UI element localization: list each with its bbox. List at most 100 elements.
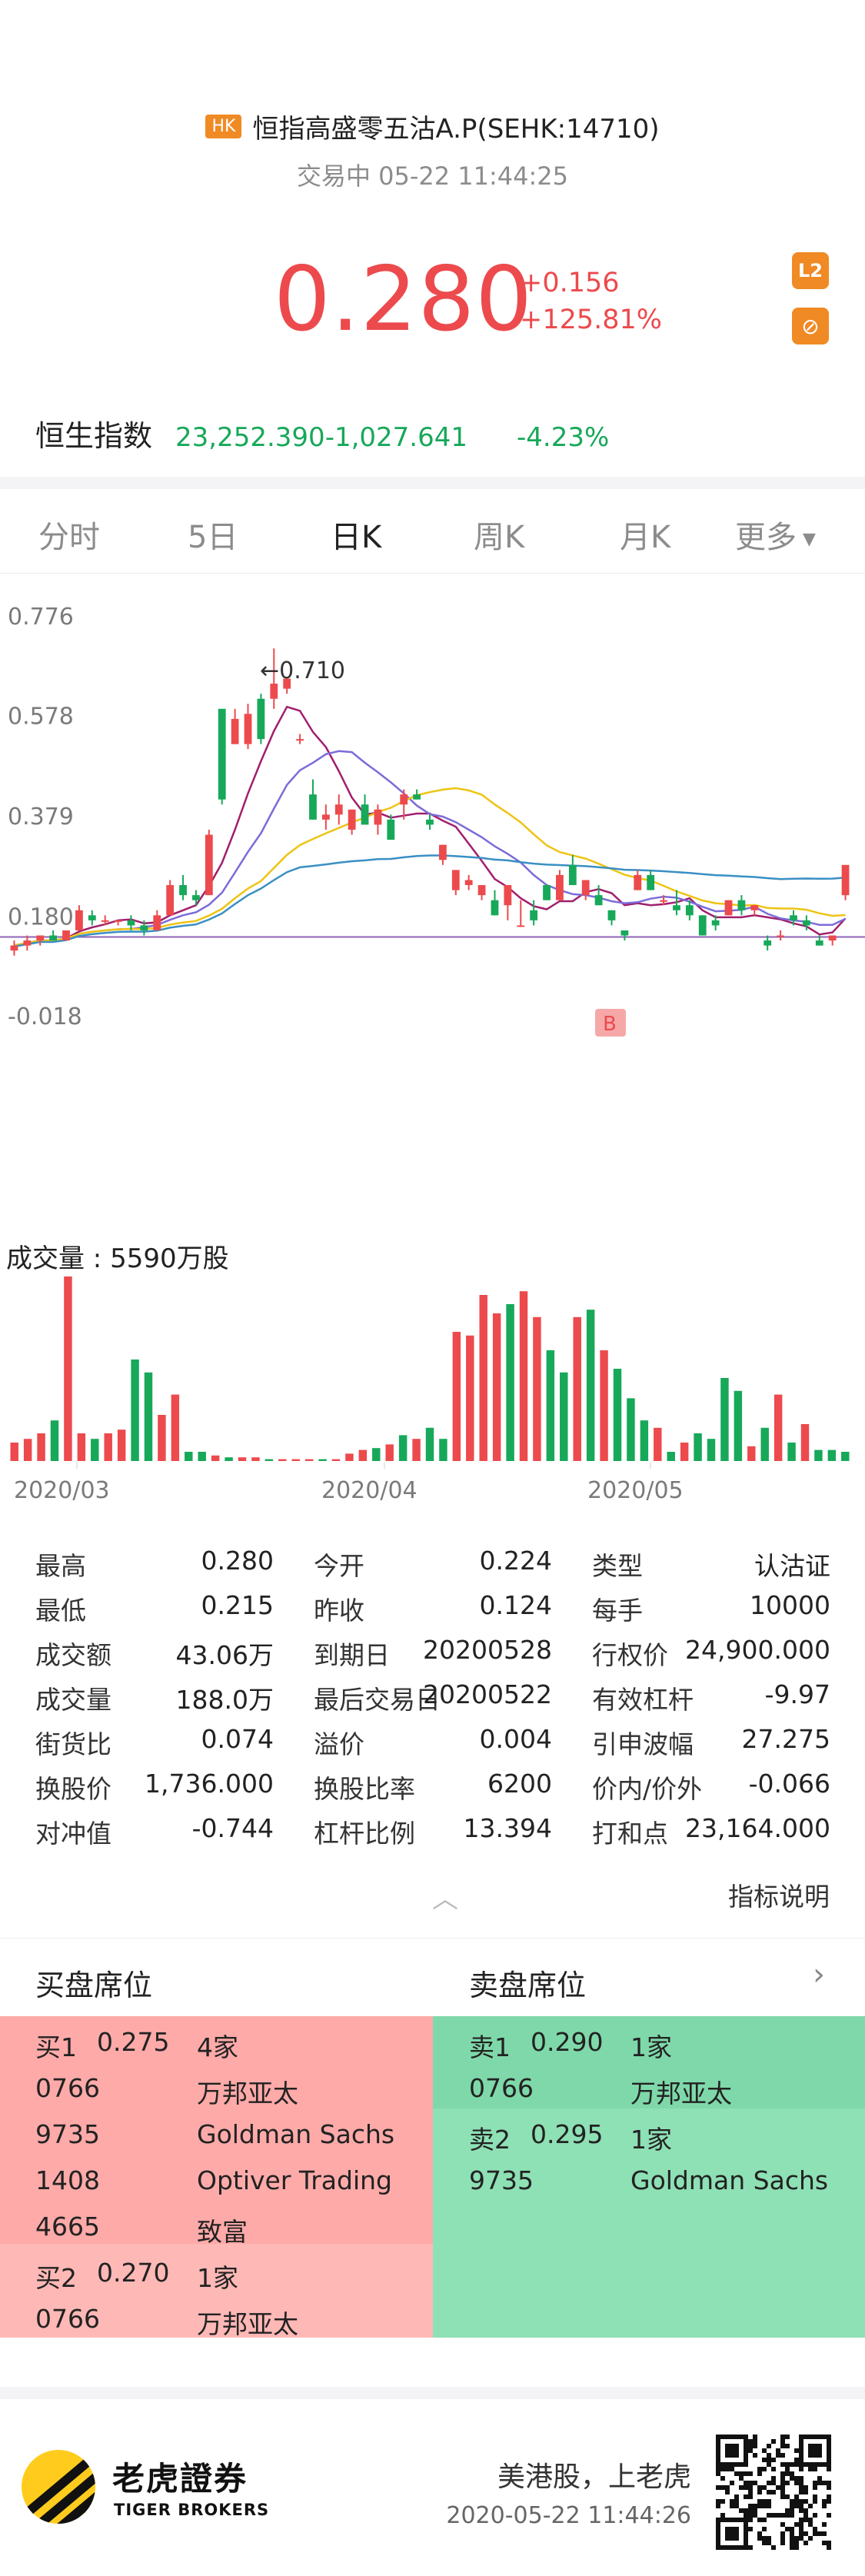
tab-more[interactable]: 更多 ▼ — [735, 512, 816, 557]
stat-value: 10000 — [750, 1590, 830, 1620]
tab-weekly-k[interactable]: 周K — [474, 520, 525, 555]
qr-module — [799, 2531, 803, 2536]
qr-module — [730, 2531, 734, 2536]
qr-module — [808, 2504, 813, 2508]
qr-module — [803, 2531, 808, 2536]
candle-body — [309, 794, 317, 820]
qr-module — [767, 2481, 771, 2485]
book-cell: 万邦亚太 — [630, 2078, 732, 2108]
stat-value: 0.074 — [201, 1724, 274, 1754]
chevron-right-icon[interactable]: › — [813, 1957, 825, 1992]
qr-module — [799, 2448, 803, 2453]
qr-module — [803, 2518, 808, 2522]
buy-book-row[interactable]: 9735 Goldman Sachs — [35, 2119, 466, 2165]
qr-module — [776, 2485, 780, 2490]
stat-row: 最低 0.215 昨收 0.124 每手 10000 — [0, 1590, 865, 1635]
sell-book-row[interactable]: 9735 Goldman Sachs — [469, 2165, 865, 2212]
qr-module — [739, 2462, 744, 2467]
book-cell: 万邦亚太 — [197, 2309, 298, 2339]
qr-module — [739, 2518, 744, 2522]
sell-book-row[interactable]: 0766 万邦亚太 — [469, 2073, 865, 2119]
candle-body — [413, 794, 421, 800]
candle-body — [698, 915, 707, 936]
l2-icon[interactable]: L2 — [792, 252, 829, 289]
stat-value: 43.06万 — [175, 1640, 274, 1670]
book-cell: 致富 — [197, 2217, 248, 2247]
volume-bar — [131, 1360, 139, 1461]
prohibited-icon[interactable]: ⊘ — [792, 308, 829, 344]
candle-body — [231, 718, 239, 744]
buy-book-row[interactable]: 买2 0.270 1家 — [35, 2258, 466, 2304]
stat-value: 0.004 — [479, 1724, 552, 1754]
tab-intraday[interactable]: 分时 — [38, 520, 100, 555]
stat-value: 0.224 — [479, 1546, 552, 1576]
candle-body — [790, 915, 797, 920]
qr-module — [716, 2522, 720, 2527]
stat-label: 有效杠杆 — [592, 1685, 694, 1715]
qr-module — [734, 2518, 739, 2522]
buy-book-row[interactable]: 4665 致富 — [35, 2212, 466, 2258]
candle-body — [777, 935, 784, 937]
qr-module — [762, 2527, 767, 2531]
qr-module — [827, 2458, 831, 2462]
indicator-explain-link[interactable]: 指标说明 — [728, 1882, 830, 1912]
qr-module — [739, 2485, 744, 2490]
qr-module — [744, 2536, 748, 2541]
qr-module — [753, 2508, 757, 2513]
book-cell: 1家 — [197, 2263, 238, 2293]
qr-module — [748, 2485, 753, 2490]
buy-book-row[interactable]: 0766 万邦亚太 — [35, 2304, 466, 2350]
volume-bar — [627, 1398, 635, 1461]
qr-module — [748, 2481, 753, 2485]
qr-module — [757, 2471, 762, 2476]
book-cell: Goldman Sachs — [630, 2165, 829, 2195]
qr-module — [767, 2490, 771, 2494]
qr-module — [822, 2531, 827, 2536]
tab-monthly-k[interactable]: 月K — [620, 520, 671, 555]
qr-module — [725, 2485, 730, 2490]
qr-module — [799, 2458, 803, 2462]
x-tick-label: 2020/05 — [587, 1477, 684, 1504]
buy-book-row[interactable]: 买1 0.275 4家 — [35, 2027, 466, 2073]
chevron-up-icon[interactable]: ︿ — [432, 1884, 458, 1915]
candle-body — [802, 920, 810, 926]
qr-module — [799, 2499, 803, 2504]
qr-module — [762, 2541, 767, 2545]
qr-module — [739, 2435, 744, 2439]
candle-body — [464, 880, 473, 886]
sell-book-row[interactable]: 卖2 0.295 1家 — [469, 2119, 865, 2165]
qr-module — [803, 2435, 808, 2439]
candle-body — [334, 804, 343, 815]
buy-book-row[interactable]: 0766 万邦亚太 — [35, 2073, 466, 2119]
qr-module — [748, 2448, 753, 2453]
candle-body — [62, 930, 70, 941]
sell-book-row[interactable]: 卖1 0.290 1家 — [469, 2027, 865, 2073]
qr-module — [794, 2458, 799, 2462]
qr-module — [827, 2439, 831, 2444]
qr-module — [771, 2490, 776, 2494]
qr-module — [739, 2471, 744, 2476]
buy-book-row[interactable]: 1408 Optiver Trading — [35, 2165, 466, 2212]
qr-module — [716, 2541, 720, 2545]
tab-5day[interactable]: 5日 — [188, 520, 238, 555]
qr-module — [734, 2435, 739, 2439]
volume-bar — [586, 1310, 595, 1461]
qr-module — [790, 2531, 794, 2536]
stat-label: 成交量 — [35, 1685, 111, 1715]
qr-module — [767, 2513, 771, 2518]
volume-bar — [37, 1433, 45, 1461]
qr-module — [771, 2545, 776, 2550]
qr-module — [771, 2467, 776, 2471]
volume-bar — [77, 1433, 86, 1461]
qr-module — [725, 2448, 730, 2453]
qr-module — [780, 2522, 785, 2527]
kline-chart[interactable]: 0.776 0.578 0.379 0.180 -0.018 2020/03 2020/0… — [0, 584, 865, 1507]
candle-body — [244, 714, 252, 744]
stat-row: 街货比 0.074 溢价 0.004 引申波幅 27.275 — [0, 1724, 865, 1769]
candle-body — [594, 895, 603, 906]
qr-module — [748, 2444, 753, 2448]
qr-module — [753, 2453, 757, 2458]
candle-body — [711, 920, 720, 926]
book-cell: 4665 — [35, 2212, 100, 2242]
tab-daily-k[interactable]: 日K — [331, 520, 382, 555]
